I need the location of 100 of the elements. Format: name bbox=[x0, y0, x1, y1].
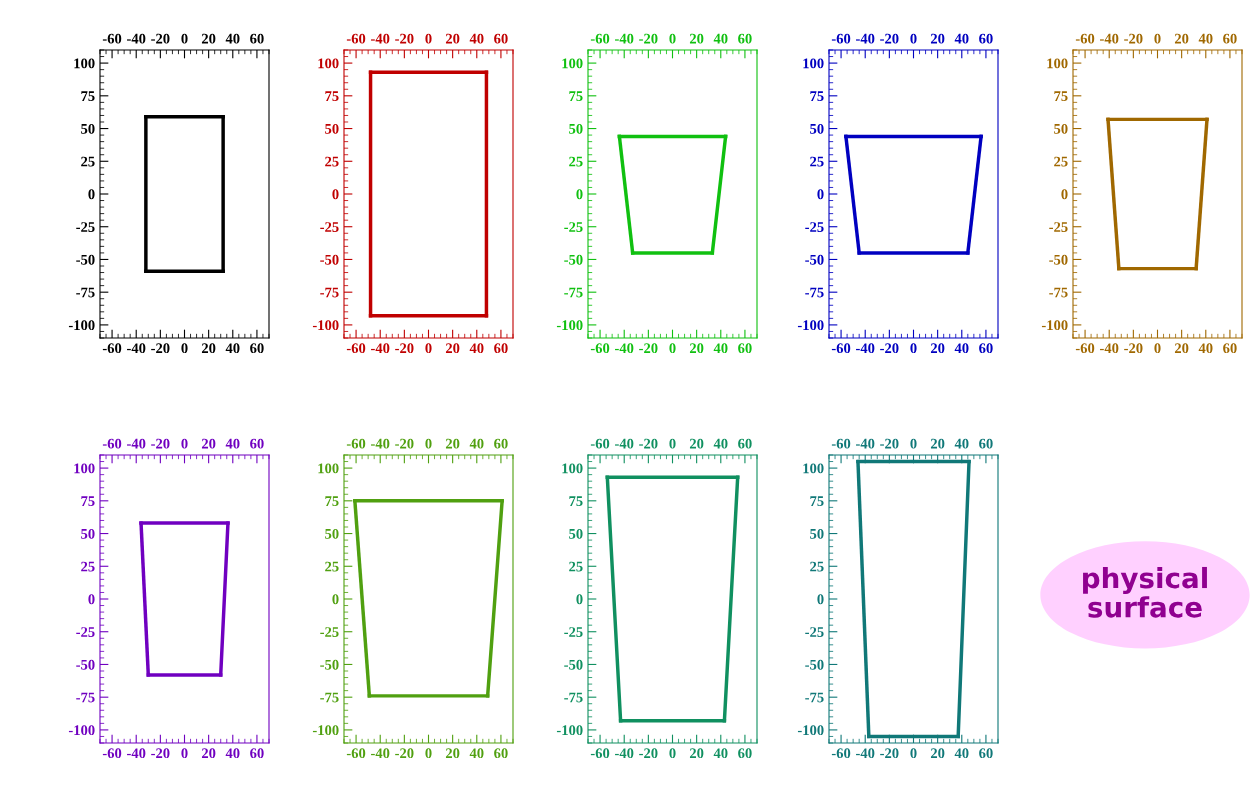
x-tick-label: 60 bbox=[1223, 343, 1237, 354]
y-tick-label: -100 bbox=[797, 320, 824, 331]
y-tick-label: 0 bbox=[88, 594, 95, 605]
x-tick-label: 20 bbox=[689, 343, 704, 354]
x-tick-label: -40 bbox=[371, 343, 390, 354]
x2-tick-label: -20 bbox=[395, 33, 414, 44]
x-tick-label: 40 bbox=[469, 748, 484, 759]
x2-tick-label: 60 bbox=[738, 33, 752, 44]
x-tick-label: 0 bbox=[669, 343, 676, 354]
y-tick-label: -75 bbox=[564, 692, 583, 703]
y-tick-label: 25 bbox=[325, 561, 339, 572]
x2-tick-label: 0 bbox=[181, 438, 188, 449]
x2-tick-label: 20 bbox=[689, 33, 704, 44]
x-tick-label: 0 bbox=[181, 748, 188, 759]
y-tick-label: 75 bbox=[81, 496, 95, 507]
x2-tick-label: 60 bbox=[979, 438, 993, 449]
x-tick-label: -60 bbox=[590, 343, 610, 354]
y-tick-label: 75 bbox=[569, 496, 583, 507]
y-tick-label: 50 bbox=[325, 123, 339, 134]
y-tick-label: 0 bbox=[576, 189, 583, 200]
x2-tick-label: -60 bbox=[831, 438, 851, 449]
x2-tick-label: 40 bbox=[225, 438, 240, 449]
x2-tick-label: -40 bbox=[856, 438, 875, 449]
x-tick-label: -40 bbox=[127, 748, 146, 759]
y-tick-label: -100 bbox=[556, 725, 583, 736]
y-tick-label: 100 bbox=[74, 463, 95, 474]
y-tick-label: 50 bbox=[1054, 123, 1068, 134]
y-tick-label: 100 bbox=[1047, 58, 1068, 69]
y-tick-label: 100 bbox=[74, 58, 95, 69]
x-tick-label: -60 bbox=[831, 748, 851, 759]
y-tick-label: -50 bbox=[564, 254, 583, 265]
y-tick-label: 0 bbox=[817, 594, 824, 605]
y-tick-label: -100 bbox=[312, 320, 339, 331]
y-tick-label: -75 bbox=[805, 287, 824, 298]
x2-tick-label: 20 bbox=[445, 33, 460, 44]
y-tick-label: 25 bbox=[325, 156, 339, 167]
x2-tick-label: -60 bbox=[346, 438, 366, 449]
x-tick-label: 60 bbox=[979, 343, 993, 354]
y-tick-label: -25 bbox=[320, 222, 339, 232]
x-tick-label: -40 bbox=[1100, 343, 1119, 354]
x2-tick-label: 60 bbox=[250, 33, 264, 44]
x2-tick-label: 20 bbox=[201, 438, 216, 449]
y-tick-label: -50 bbox=[320, 659, 339, 670]
y-tick-label: -100 bbox=[68, 725, 95, 736]
y-tick-label: 25 bbox=[810, 561, 824, 572]
x-tick-label: -20 bbox=[395, 748, 414, 759]
y-tick-label: -25 bbox=[564, 222, 583, 232]
y-tick-label: -75 bbox=[320, 692, 339, 703]
x2-tick-label: -20 bbox=[1124, 33, 1143, 44]
y-tick-label: 50 bbox=[81, 528, 95, 539]
x-tick-label: -60 bbox=[831, 343, 851, 354]
x2-tick-label: 20 bbox=[445, 438, 460, 449]
x-tick-label: 60 bbox=[738, 748, 752, 759]
x-tick-label: 20 bbox=[201, 748, 216, 759]
x-tick-label: -60 bbox=[346, 748, 366, 759]
x2-tick-label: 0 bbox=[910, 438, 917, 449]
x-tick-label: -60 bbox=[102, 343, 122, 354]
x2-tick-label: -40 bbox=[371, 33, 390, 44]
x2-tick-label: 0 bbox=[669, 438, 676, 449]
y-tick-label: -75 bbox=[1049, 287, 1068, 298]
x-tick-label: -60 bbox=[1075, 343, 1095, 354]
y-tick-label: 100 bbox=[318, 58, 339, 69]
y-tick-label: 50 bbox=[810, 528, 824, 539]
x-tick-label: -20 bbox=[880, 748, 899, 759]
y-tick-label: 75 bbox=[1054, 91, 1068, 102]
x2-tick-label: -20 bbox=[151, 33, 170, 44]
y-tick-label: 75 bbox=[569, 91, 583, 102]
x-tick-label: 20 bbox=[930, 343, 945, 354]
x-tick-label: -40 bbox=[371, 748, 390, 759]
y-tick-label: -50 bbox=[805, 254, 824, 265]
y-tick-label: 0 bbox=[817, 189, 824, 200]
y-tick-label: -100 bbox=[556, 320, 583, 331]
y-tick-label: 100 bbox=[318, 463, 339, 474]
x2-tick-label: 0 bbox=[425, 33, 432, 44]
y-tick-label: 50 bbox=[81, 123, 95, 134]
y-tick-label: -50 bbox=[564, 659, 583, 670]
y-tick-label: 100 bbox=[803, 58, 824, 69]
x-tick-label: -60 bbox=[346, 343, 366, 354]
y-tick-label: -25 bbox=[1049, 222, 1068, 232]
x2-tick-label: 20 bbox=[1174, 33, 1189, 44]
y-tick-label: 100 bbox=[562, 463, 583, 474]
x2-tick-label: -60 bbox=[346, 33, 366, 44]
y-tick-label: 75 bbox=[81, 91, 95, 102]
x2-tick-label: 60 bbox=[250, 438, 264, 449]
x2-tick-label: -40 bbox=[615, 33, 634, 44]
x-tick-label: 0 bbox=[910, 748, 917, 759]
y-tick-label: 100 bbox=[803, 463, 824, 474]
x2-tick-label: 0 bbox=[1154, 33, 1161, 44]
x-tick-label: 60 bbox=[250, 748, 264, 759]
y-tick-label: 50 bbox=[810, 123, 824, 134]
x2-tick-label: 40 bbox=[713, 438, 728, 449]
x2-tick-label: -60 bbox=[102, 438, 122, 449]
x2-tick-label: 60 bbox=[1223, 33, 1237, 44]
x2-tick-label: -60 bbox=[590, 438, 610, 449]
x2-tick-label: 0 bbox=[425, 438, 432, 449]
x-tick-label: 40 bbox=[713, 748, 728, 759]
y-tick-label: 50 bbox=[569, 123, 583, 134]
y-tick-label: 25 bbox=[569, 156, 583, 167]
x-tick-label: 20 bbox=[689, 748, 704, 759]
y-tick-label: -75 bbox=[76, 692, 95, 703]
